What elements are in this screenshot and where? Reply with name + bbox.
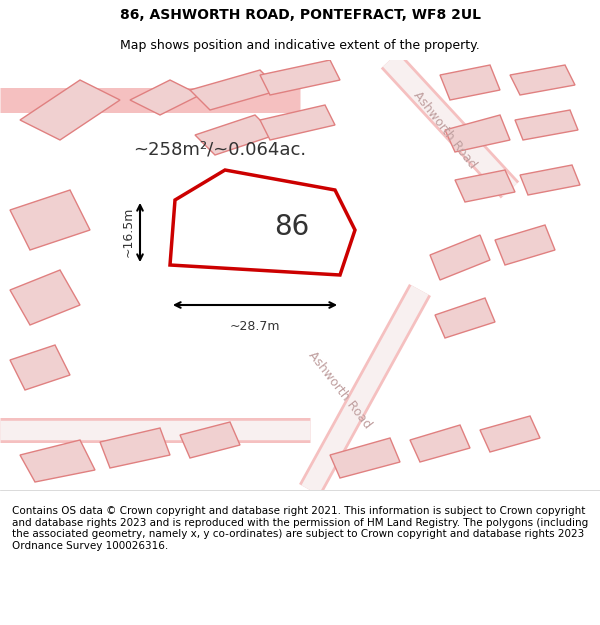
Text: ~258m²/~0.064ac.: ~258m²/~0.064ac. — [133, 141, 307, 159]
Polygon shape — [20, 440, 95, 482]
Text: Contains OS data © Crown copyright and database right 2021. This information is : Contains OS data © Crown copyright and d… — [12, 506, 588, 551]
Text: ~16.5m: ~16.5m — [122, 207, 135, 258]
Polygon shape — [520, 165, 580, 195]
Polygon shape — [330, 438, 400, 478]
Polygon shape — [100, 428, 170, 468]
Polygon shape — [130, 80, 200, 115]
Polygon shape — [440, 65, 500, 100]
Text: 86, ASHWORTH ROAD, PONTEFRACT, WF8 2UL: 86, ASHWORTH ROAD, PONTEFRACT, WF8 2UL — [119, 8, 481, 22]
Polygon shape — [195, 115, 275, 155]
Polygon shape — [445, 115, 510, 152]
Text: 86: 86 — [274, 213, 309, 241]
Text: Ashworth Road: Ashworth Road — [306, 349, 374, 431]
Text: Map shows position and indicative extent of the property.: Map shows position and indicative extent… — [120, 39, 480, 51]
Polygon shape — [435, 298, 495, 338]
Polygon shape — [495, 225, 555, 265]
Polygon shape — [410, 425, 470, 462]
Polygon shape — [10, 270, 80, 325]
Polygon shape — [515, 110, 578, 140]
Polygon shape — [510, 65, 575, 95]
Polygon shape — [190, 70, 280, 110]
Polygon shape — [480, 416, 540, 452]
Polygon shape — [20, 80, 120, 140]
Polygon shape — [455, 170, 515, 202]
Polygon shape — [10, 190, 90, 250]
Text: ~28.7m: ~28.7m — [230, 320, 280, 333]
Polygon shape — [260, 60, 340, 95]
Polygon shape — [430, 235, 490, 280]
Polygon shape — [10, 345, 70, 390]
Polygon shape — [180, 422, 240, 458]
Text: Ashworth Road: Ashworth Road — [411, 89, 479, 171]
Polygon shape — [260, 105, 335, 140]
